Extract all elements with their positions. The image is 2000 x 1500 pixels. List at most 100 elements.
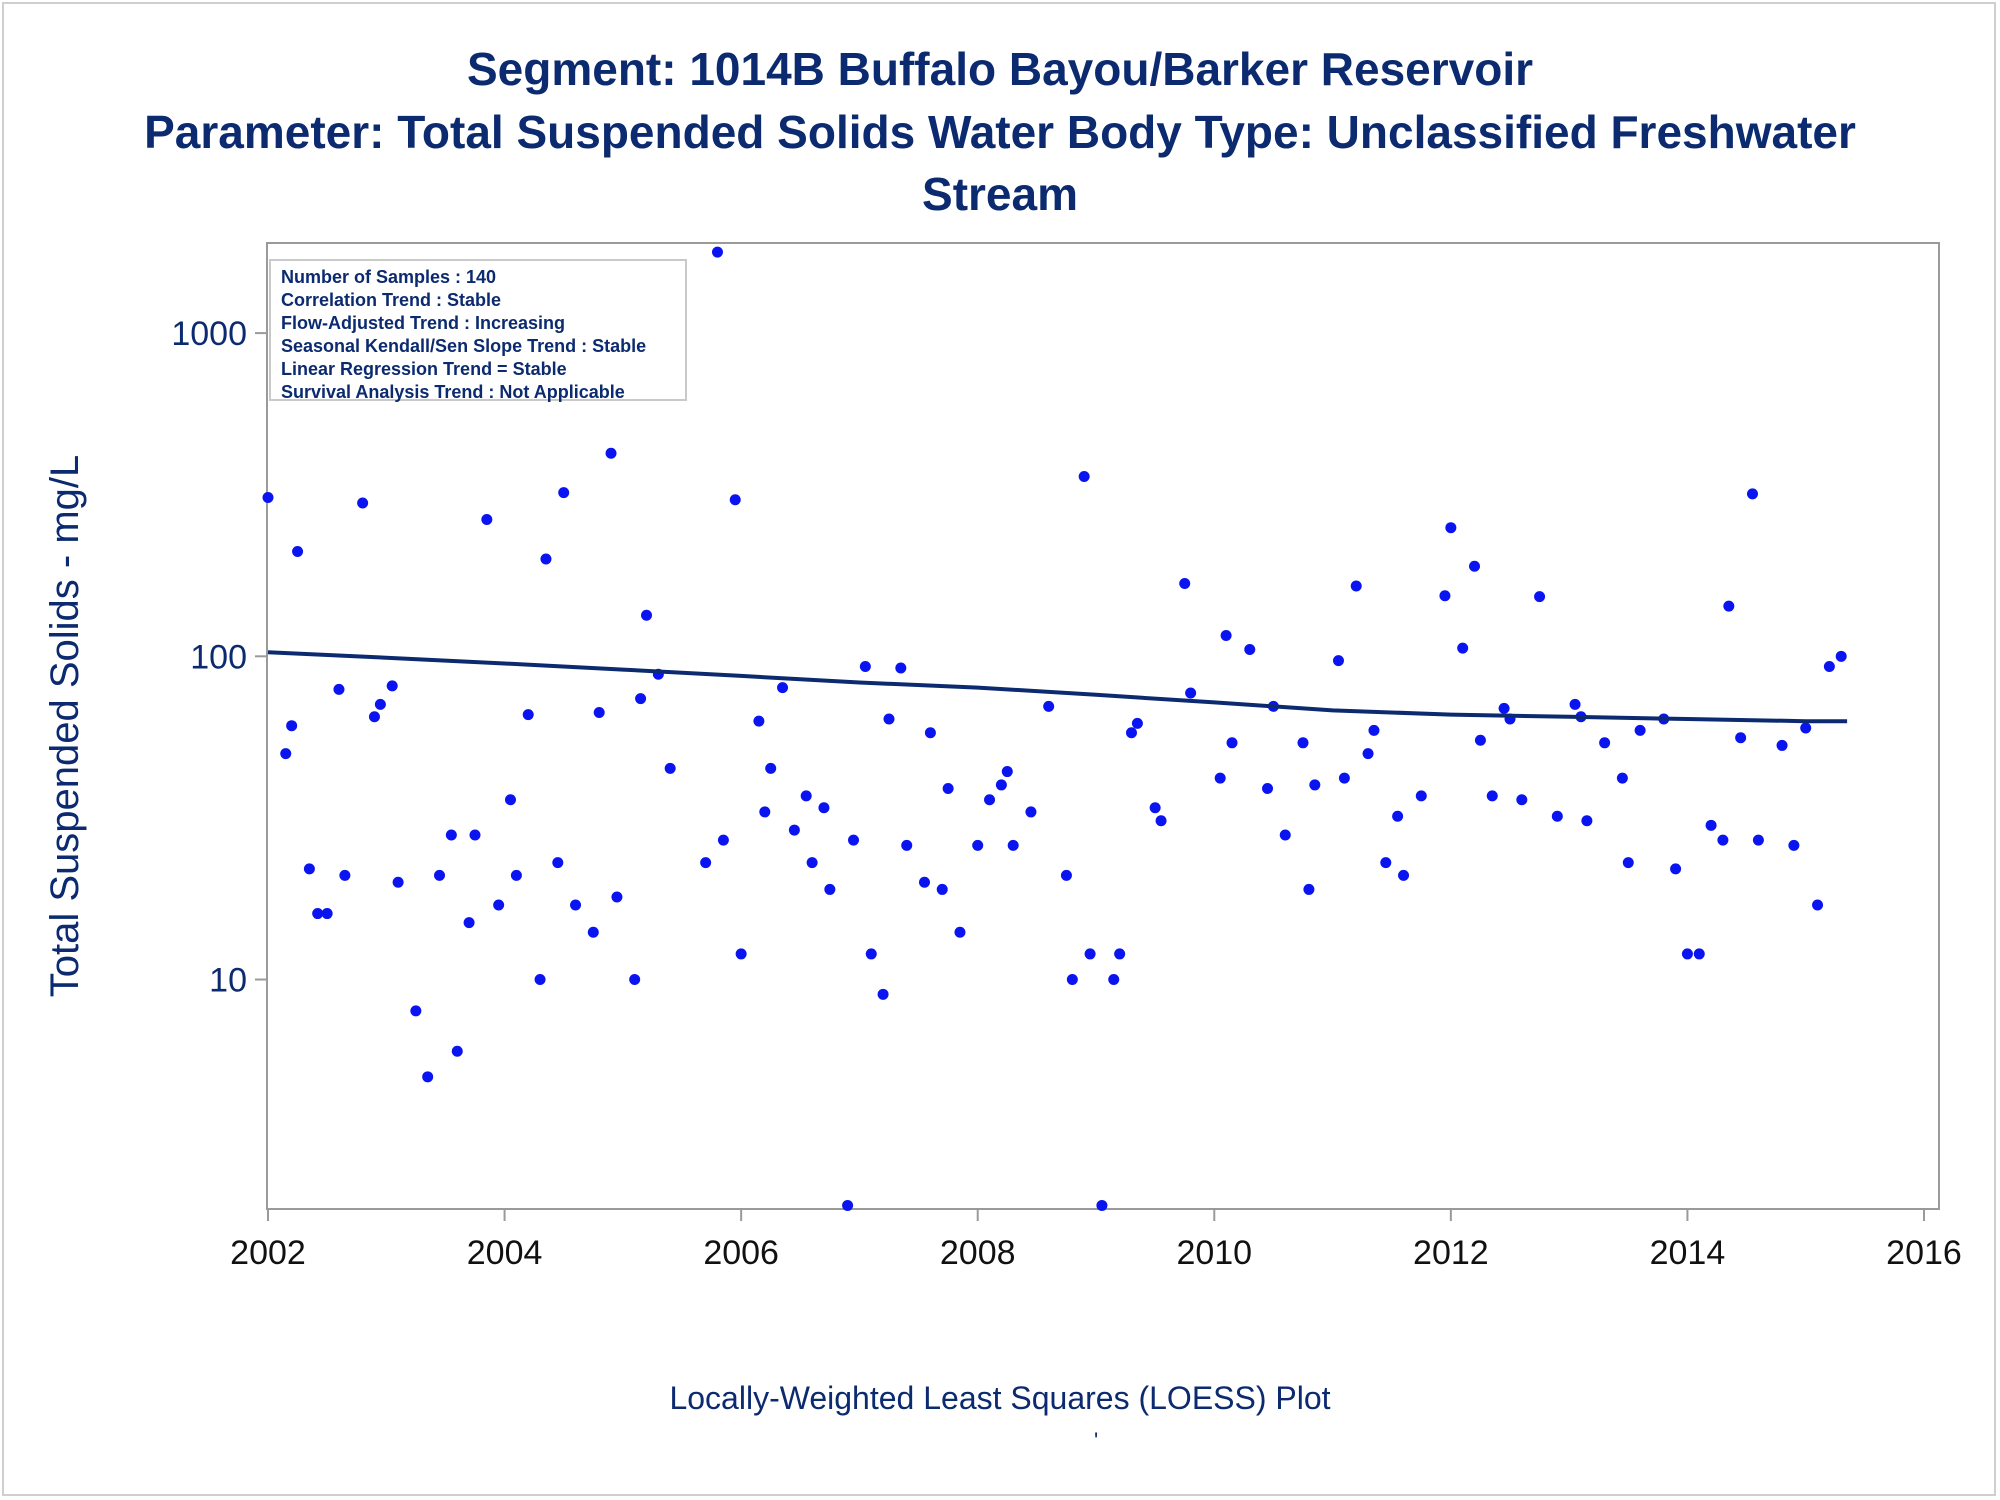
data-point (510, 869, 522, 881)
data-point (1634, 724, 1646, 736)
data-point (1457, 642, 1469, 654)
data-point (1398, 869, 1410, 881)
data-point (1309, 779, 1321, 791)
data-point (534, 974, 546, 986)
data-point (303, 863, 315, 875)
data-point (806, 857, 818, 869)
data-point (1474, 734, 1486, 746)
data-point (1800, 722, 1812, 734)
data-point (1439, 590, 1451, 602)
data-point (481, 514, 493, 526)
stat-flow-adjusted-trend: Flow-Adjusted Trend : Increasing (281, 313, 566, 333)
data-point (984, 794, 996, 806)
data-point (1581, 815, 1593, 827)
data-point (611, 891, 623, 903)
data-point (735, 948, 747, 960)
data-point (1025, 806, 1037, 818)
stat-correlation-trend: Correlation Trend : Stable (281, 290, 502, 310)
data-point (800, 790, 812, 802)
loess-trend-line (267, 650, 1848, 724)
data-point (859, 660, 871, 672)
data-point (469, 829, 481, 841)
data-point (765, 762, 777, 774)
data-point (1415, 790, 1427, 802)
data-point (312, 908, 324, 920)
data-point (286, 720, 298, 732)
data-point (753, 715, 765, 727)
data-point (570, 899, 582, 911)
data-point (1214, 772, 1226, 784)
y-axis-label: Total Suspended Solids - mg/L (43, 455, 87, 998)
data-point (1179, 577, 1191, 589)
data-point (321, 908, 333, 920)
data-point (1114, 948, 1126, 960)
data-point (842, 1199, 854, 1211)
data-point (1616, 772, 1628, 784)
data-point (1350, 580, 1362, 592)
y-tick-label: 100 (190, 638, 247, 676)
data-point (280, 748, 292, 760)
data-point (1752, 834, 1764, 846)
data-point (463, 917, 475, 929)
data-point (1078, 471, 1090, 483)
data-point (1297, 737, 1309, 749)
data-point (1776, 739, 1788, 751)
data-point (1338, 772, 1350, 784)
data-point (1681, 948, 1693, 960)
y-tick-label: 1000 (171, 315, 247, 353)
data-point (262, 491, 274, 503)
data-point (1812, 899, 1824, 911)
data-point (1835, 650, 1847, 662)
data-point (1599, 737, 1611, 749)
data-point (558, 487, 570, 499)
data-point (445, 829, 457, 841)
data-point (883, 713, 895, 725)
data-point (824, 883, 836, 895)
data-point (1380, 857, 1392, 869)
data-point (410, 1005, 422, 1017)
data-point (788, 824, 800, 836)
chart-subtitle-continued: Stream (922, 168, 1078, 220)
chart-subtitle: Parameter: Total Suspended Solids Water … (144, 106, 1856, 158)
data-point (1096, 1199, 1108, 1211)
data-point (1392, 810, 1404, 822)
data-point (1670, 863, 1682, 875)
data-point (1131, 717, 1143, 729)
chart-title: Segment: 1014B Buffalo Bayou/Barker Rese… (466, 43, 1534, 95)
data-point (1569, 698, 1581, 710)
data-point (1185, 687, 1197, 699)
data-point (522, 709, 534, 721)
data-point (368, 711, 380, 723)
data-point (392, 876, 404, 888)
data-point (587, 926, 599, 938)
data-point (1445, 522, 1457, 534)
data-point (901, 839, 913, 851)
data-point (924, 727, 936, 739)
x-tick-label: 2014 (1650, 1234, 1726, 1272)
data-point (540, 553, 552, 565)
data-point (1534, 591, 1546, 603)
data-point (1149, 802, 1161, 814)
y-tick-label: 10 (209, 962, 247, 1000)
data-point (493, 899, 505, 911)
data-point (700, 857, 712, 869)
data-point (1332, 655, 1344, 667)
data-point (1007, 839, 1019, 851)
data-point (1551, 810, 1563, 822)
data-point (877, 988, 889, 1000)
x-tick-label: 2016 (1886, 1234, 1962, 1272)
data-point (1043, 700, 1055, 712)
data-point (1262, 782, 1274, 794)
data-point (422, 1071, 434, 1083)
data-point (605, 447, 617, 459)
data-point (1486, 790, 1498, 802)
footnote-mark: ' (1094, 1428, 1099, 1453)
data-point (1516, 794, 1528, 806)
data-point (818, 802, 830, 814)
data-point (1066, 974, 1078, 986)
data-point (1788, 839, 1800, 851)
data-point (1622, 857, 1634, 869)
data-point (1362, 748, 1374, 760)
